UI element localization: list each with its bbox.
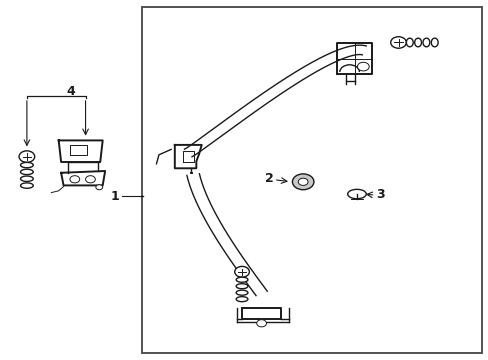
Ellipse shape <box>20 169 33 175</box>
Ellipse shape <box>20 162 33 168</box>
Ellipse shape <box>20 183 33 188</box>
Ellipse shape <box>236 284 247 289</box>
Circle shape <box>234 266 249 277</box>
Circle shape <box>298 178 307 185</box>
Ellipse shape <box>236 290 247 295</box>
Circle shape <box>70 176 80 183</box>
Ellipse shape <box>236 277 247 282</box>
Ellipse shape <box>414 38 421 47</box>
Circle shape <box>292 174 313 190</box>
Ellipse shape <box>347 189 366 199</box>
Text: 4: 4 <box>66 85 75 98</box>
Ellipse shape <box>422 38 429 47</box>
Circle shape <box>390 37 406 48</box>
Text: 2: 2 <box>264 172 273 185</box>
Text: 3: 3 <box>376 188 385 201</box>
Circle shape <box>256 320 266 327</box>
Circle shape <box>19 151 35 162</box>
Ellipse shape <box>20 176 33 181</box>
Ellipse shape <box>406 38 412 47</box>
Ellipse shape <box>236 297 247 302</box>
Circle shape <box>357 62 368 71</box>
Circle shape <box>85 176 95 183</box>
Ellipse shape <box>430 38 437 47</box>
Circle shape <box>96 185 102 190</box>
Bar <box>142 7 481 353</box>
Text: 1: 1 <box>111 190 120 203</box>
